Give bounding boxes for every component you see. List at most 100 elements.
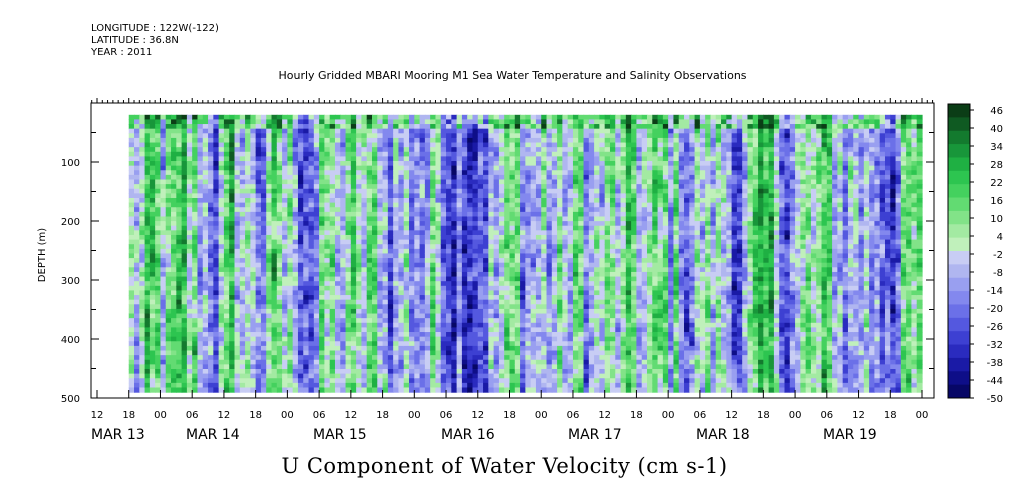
- field-cell: [535, 299, 542, 305]
- field-cell: [334, 239, 341, 245]
- field-cell: [509, 267, 516, 273]
- field-cell: [218, 327, 225, 333]
- field-cell: [488, 341, 495, 347]
- field-cell: [472, 373, 479, 379]
- field-cell: [250, 124, 257, 130]
- field-cell: [483, 373, 489, 379]
- field-cell: [287, 207, 294, 213]
- field-cell: [255, 290, 262, 296]
- field-cell: [424, 318, 431, 324]
- field-cell: [419, 147, 426, 153]
- field-cell: [218, 151, 225, 157]
- field-cell: [456, 119, 463, 125]
- field-cell: [223, 359, 230, 365]
- field-cell: [377, 211, 384, 218]
- field-cell: [345, 271, 352, 278]
- field-cell: [329, 336, 336, 342]
- field-cell: [134, 281, 140, 287]
- field-cell: [144, 308, 151, 315]
- field-cell: [366, 207, 373, 213]
- field-cell: [266, 364, 273, 370]
- field-cell: [477, 359, 484, 365]
- field-cell: [297, 355, 304, 361]
- field-cell: [297, 221, 304, 227]
- field-cell: [387, 128, 394, 134]
- field-cell: [292, 276, 299, 282]
- field-cell: [128, 142, 135, 148]
- field-cell: [313, 193, 320, 199]
- field-cell: [218, 258, 225, 264]
- field-cell: [340, 202, 347, 208]
- field-cell: [229, 221, 236, 227]
- field-cell: [176, 290, 183, 296]
- field-cell: [435, 211, 442, 218]
- field-cell: [541, 142, 548, 148]
- field-cell: [287, 285, 294, 292]
- field-cell: [313, 327, 320, 333]
- field-cell: [525, 124, 532, 130]
- field-cell: [398, 262, 405, 268]
- field-cell: [245, 119, 251, 125]
- field-cell: [504, 290, 511, 296]
- field-cell: [313, 304, 320, 310]
- field-cell: [541, 285, 548, 292]
- field-cell: [509, 327, 516, 333]
- field-cell: [319, 170, 326, 176]
- field-cell: [208, 262, 214, 268]
- field-cell: [149, 124, 156, 130]
- field-cell: [509, 165, 516, 171]
- field-cell: [218, 295, 225, 301]
- field-cell: [340, 174, 347, 181]
- field-cell: [208, 299, 214, 305]
- field-cell: [271, 313, 278, 319]
- field-cell: [467, 378, 474, 384]
- field-cell: [414, 299, 421, 305]
- field-cell: [377, 295, 384, 301]
- field-cell: [525, 248, 532, 255]
- field-cell: [202, 341, 209, 347]
- field-cell: [419, 170, 426, 176]
- field-cell: [144, 114, 151, 121]
- field-cell: [239, 295, 246, 301]
- field-cell: [192, 364, 199, 370]
- field-cell: [340, 350, 347, 356]
- field-cell: [292, 165, 299, 171]
- field-cell: [350, 234, 357, 241]
- field-cell: [414, 184, 421, 190]
- field-cell: [345, 114, 352, 121]
- field-cell: [356, 304, 363, 310]
- field-cell: [514, 230, 521, 236]
- field-cell: [340, 184, 347, 190]
- field-cell: [414, 216, 421, 222]
- field-cell: [493, 114, 500, 121]
- field-cell: [208, 221, 214, 227]
- field-cell: [509, 128, 516, 134]
- field-cell: [303, 299, 310, 305]
- field-cell: [541, 244, 548, 250]
- field-cell: [292, 322, 299, 328]
- field-cell: [435, 221, 442, 227]
- field-cell: [393, 239, 400, 245]
- field-cell: [340, 225, 347, 231]
- field-cell: [530, 202, 537, 208]
- field-cell: [250, 295, 257, 301]
- field-cell: [334, 133, 341, 139]
- field-cell: [562, 119, 569, 125]
- field-cell: [208, 295, 214, 301]
- field-cell: [192, 327, 199, 333]
- field-cell: [387, 156, 394, 162]
- field-cell: [472, 119, 479, 125]
- field-cell: [493, 318, 500, 324]
- field-cell: [229, 290, 236, 296]
- field-cell: [356, 382, 363, 389]
- field-cell: [557, 147, 563, 153]
- field-cell: [192, 378, 199, 384]
- field-cell: [139, 156, 146, 162]
- field-cell: [514, 179, 521, 185]
- field-cell: [313, 387, 320, 393]
- field-cell: [424, 308, 431, 315]
- field-cell: [472, 271, 479, 278]
- field-cell: [282, 281, 288, 287]
- field-cell: [461, 119, 468, 125]
- field-cell: [334, 345, 341, 352]
